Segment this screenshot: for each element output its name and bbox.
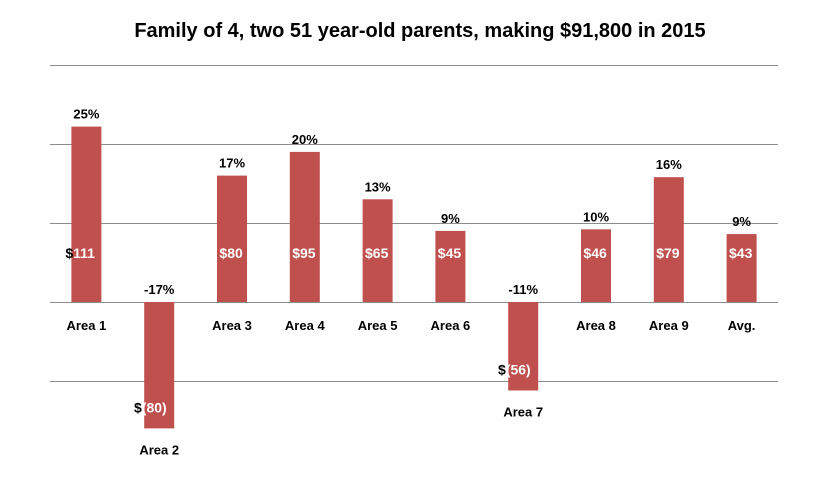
category-label: Area 4 [285,318,326,333]
amount-label: $95 [292,245,316,261]
percent-label: 25% [73,107,99,122]
chart-title: Family of 4, two 51 year-old parents, ma… [134,20,705,42]
percent-label: 9% [732,214,751,229]
bar-area-7 [508,302,539,391]
bar-area-6 [435,230,466,302]
amount-label: $(80) [134,399,167,415]
category-label: Area 6 [431,318,471,333]
category-label: Area 3 [212,318,252,333]
percent-label: -11% [508,282,538,297]
amount-label: $65 [365,245,389,261]
bar-area-1 [71,126,102,303]
percent-label: 17% [219,156,245,171]
category-label: Area 1 [67,318,107,333]
percent-label: 10% [583,209,609,224]
category-label: Area 7 [503,404,543,419]
category-label: Avg. [728,318,756,333]
percent-label: 13% [365,179,391,194]
amount-label: $80 [219,245,243,261]
percent-label: 9% [441,211,460,226]
bar-area-8 [581,229,611,302]
percent-label: 20% [292,132,318,147]
category-label: Area 2 [139,442,179,457]
bar-area-5 [362,199,393,302]
category-label: Area 5 [358,318,398,333]
bar-area-4 [289,151,320,302]
amount-label: $46 [583,245,607,261]
category-label: Area 8 [576,318,616,333]
bar-area-3 [217,175,247,302]
percent-label: 16% [656,157,682,172]
category-label: Area 9 [649,318,689,333]
amount-label: $45 [438,245,462,261]
bars [71,126,757,429]
amount-label: $79 [656,245,680,261]
percent-label: -17% [144,282,175,297]
bar-area-2 [144,302,175,429]
bar-avg [726,234,757,302]
amount-label: $43 [729,245,753,261]
amount-label: $(56) [498,361,531,377]
data-labels: 25% Area 1 $111 -17% Area 2 $(80) 17% Area 3 $80… [65,107,755,458]
amount-label: $111 [65,245,95,261]
bar-area-9 [653,177,684,302]
